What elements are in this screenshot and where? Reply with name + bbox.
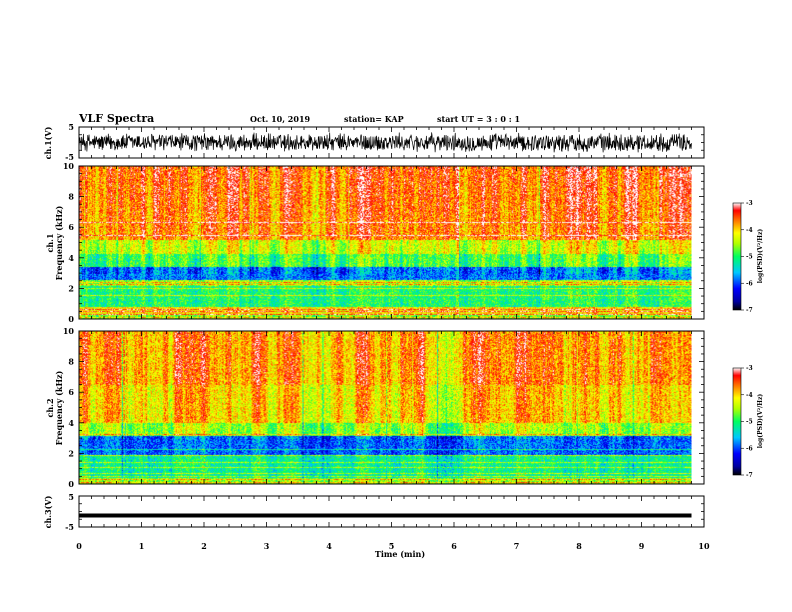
ch1-spectrogram-ytick-label: 2 [68,283,74,293]
ch1-colorbar-label: log(PSD)(V²/Hz) [757,229,764,284]
ch1-spectrogram-ytick-label: 0 [68,314,74,324]
ch2-spectrogram-image [79,331,692,484]
ch1-colorbar-tick-label: -7 [746,307,753,314]
ch2-spectrogram-ytick-label: 2 [68,448,74,458]
ch2-colorbar-tick-label: -4 [746,392,753,399]
x-tick-label: 6 [451,541,457,551]
ch2-spectrogram-ticks [78,330,705,485]
ch2-colorbar: -3 -4 -5 -6 -7 log(PSD)(V²/Hz) [732,365,764,479]
ch1-waveform-trace [78,132,692,153]
ch1-spectrogram-image [79,166,692,319]
x-tick-label: 10 [698,541,710,551]
x-tick-label: 4 [326,541,332,551]
ch2-colorbar-tick-label: -5 [746,419,753,426]
ch1-ytick-top: 5 [68,122,74,132]
ch1-colorbar-tick-label: -5 [746,254,753,261]
ch1-spectrogram-ylabel-channel: ch.1Frequency (kHz) [45,205,64,280]
ch1-spectrogram-panel: 0 2 4 6 8 10 ch.1Frequency (kHz) -3 -4 -5 -6 -7 l… [45,161,764,324]
ch2-spectrogram-ytick-label: 8 [68,357,74,367]
ch2-colorbar-tick-label: -7 [746,472,753,479]
ch2-spectrogram-ytick-label: 10 [63,326,75,336]
ch1-spectrogram-ticks [78,165,705,320]
start-ut-label: start UT = 3 : 0 : 1 [437,114,520,124]
ch1-waveform-ylabel: ch.1(V) [43,126,53,159]
ch2-colorbar-bar [732,367,742,476]
ch3-waveform-trace [79,513,692,518]
ch3-waveform-panel: 5 -5 ch.3(V) [43,492,705,532]
ch1-colorbar-bar [732,202,742,311]
ch1-spectrogram-ytick-label: 10 [63,161,75,171]
x-tick-label: 2 [201,541,207,551]
ch1-spectrogram-ytick-label: 8 [68,192,74,202]
ch3-waveform-ticks [78,495,705,528]
ch1-colorbar-tick-label: -4 [746,227,753,234]
x-tick-label: 8 [576,541,582,551]
ch1-spectrogram-ytick-label: 4 [68,253,74,263]
ch1-ytick-bottom: -5 [65,152,74,162]
ch2-spectrogram-yticklabels: 0 2 4 6 8 10 [63,326,75,489]
x-axis-tick-labels: 0 1 2 3 4 5 6 7 8 9 10 [76,541,710,551]
x-tick-label: 5 [389,541,395,551]
ch1-waveform-ticks [78,126,705,159]
ch1-colorbar-ticks: -3 -4 -5 -6 -7 [741,200,753,314]
x-tick-label: 3 [264,541,270,551]
x-axis-label: Time (min) [375,549,425,559]
figure-title: VLF Spectra [78,112,154,125]
ch1-spectrogram-ytick-label: 6 [68,222,74,232]
ch2-colorbar-tick-label: -3 [746,365,753,372]
ch2-spectrogram-ytick-label: 6 [68,387,74,397]
ch1-colorbar: -3 -4 -5 -6 -7 log(PSD)(V²/Hz) [732,200,764,314]
x-tick-label: 7 [514,541,520,551]
station-label: station= KAP [344,114,404,124]
ch1-spectrogram-yticklabels: 0 2 4 6 8 10 [63,161,75,324]
ch2-colorbar-label: log(PSD)(V²/Hz) [757,394,764,449]
ch1-waveform-panel: 5 -5 ch.1(V) [43,122,705,162]
ch1-colorbar-tick-label: -3 [746,200,753,207]
ch2-spectrogram-panel: 0 2 4 6 8 10 ch.2Frequency (kHz) -3 -4 -5 -6 -7 l… [45,326,764,489]
ch3-ytick-top: 5 [68,492,74,502]
x-tick-label: 0 [76,541,82,551]
ch2-spectrogram-ytick-label: 4 [68,418,74,428]
ch3-waveform-ylabel: ch.3(V) [43,495,53,528]
date-label: Oct. 10, 2019 [250,114,311,124]
x-tick-label: 1 [139,541,145,551]
ch2-colorbar-ticks: -3 -4 -5 -6 -7 [741,365,753,479]
ch2-spectrogram-ytick-label: 0 [68,479,74,489]
x-tick-label: 9 [639,541,645,551]
ch2-colorbar-tick-label: -6 [746,445,753,452]
ch3-ytick-bottom: -5 [65,522,74,532]
ch2-spectrogram-ylabel-channel: ch.2Frequency (kHz) [45,370,64,445]
ch1-colorbar-tick-label: -6 [746,280,753,287]
